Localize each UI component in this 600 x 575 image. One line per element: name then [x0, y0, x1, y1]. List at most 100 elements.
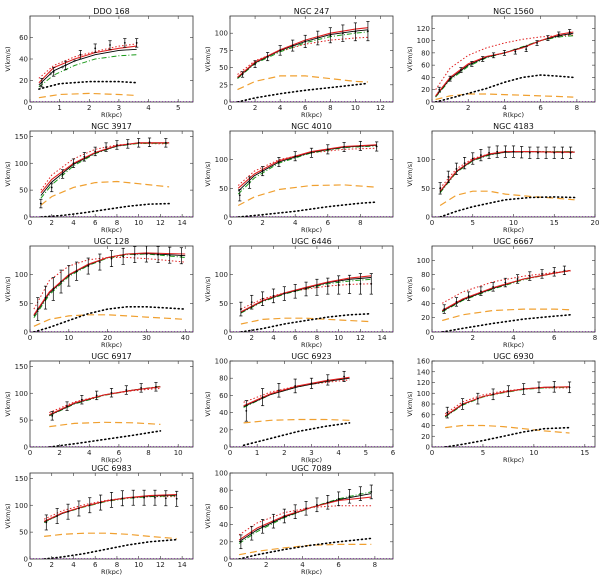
disk-component-line: [439, 190, 575, 207]
x-tick-label: 6: [391, 449, 396, 457]
x-tick-label: 2: [49, 219, 53, 227]
data-point: [78, 507, 80, 510]
data-point: [528, 275, 531, 277]
plot-frame: [29, 15, 194, 103]
y-tick-label: 50: [219, 185, 228, 193]
x-tick-label: 8: [593, 334, 597, 342]
y-tick-label: 100: [215, 358, 228, 366]
data-point: [512, 150, 515, 153]
x-tick-label: 10: [174, 449, 183, 457]
data-point: [261, 170, 264, 173]
data-point: [520, 151, 523, 154]
panel-title: NGC 4010: [291, 122, 332, 131]
y-tick-label: 100: [417, 390, 430, 398]
y-tick-label: 20: [219, 426, 228, 434]
x-tick-label: 10: [509, 219, 518, 227]
panel-title: NGC 1560: [493, 7, 534, 16]
data-point: [238, 194, 241, 197]
data-point: [326, 501, 329, 504]
data-point: [557, 33, 560, 36]
data-point: [67, 510, 69, 513]
disk-component-line: [237, 75, 368, 91]
data-point: [553, 151, 556, 154]
fit-green-line: [237, 145, 377, 195]
data-point: [370, 282, 373, 285]
x-tick-label: 15: [550, 219, 559, 227]
fit-black-line: [441, 269, 571, 312]
plot-frame: [431, 15, 596, 103]
y-tick-label: 20: [219, 538, 228, 546]
x-tick-label: 6: [336, 561, 341, 569]
data-point: [99, 501, 102, 504]
y-tick-label: 150: [15, 475, 28, 483]
data-point: [110, 498, 113, 501]
data-point: [266, 55, 269, 58]
data-point: [516, 278, 519, 280]
y-tick-label: 80: [421, 401, 430, 409]
data-point: [525, 48, 528, 51]
data-point: [175, 497, 178, 500]
data-point: [569, 151, 572, 154]
x-tick-label: 8: [328, 104, 332, 112]
y-tick-label: 50: [219, 300, 228, 308]
disk-component-line: [40, 180, 170, 206]
disk-component-line: [238, 543, 372, 556]
y-tick-label: 60: [421, 286, 430, 294]
x-tick-label: 0: [228, 334, 232, 342]
data-point: [105, 146, 107, 149]
y-tick-label: 100: [215, 470, 228, 478]
plot-frame: [229, 472, 394, 560]
y-tick-label: 120: [417, 379, 430, 387]
x-tick-label: 6: [117, 449, 122, 457]
x-tick-label: 3: [117, 104, 121, 112]
x-tick-label: 10: [134, 219, 143, 227]
gas-component-line: [237, 201, 378, 217]
y-tick-label: 20: [421, 433, 430, 441]
data-point: [132, 496, 135, 499]
plot-area: [432, 265, 595, 332]
x-tick-label: 14: [178, 561, 187, 569]
x-tick-label: 2: [466, 104, 470, 112]
x-tick-label: 15: [580, 449, 589, 457]
x-tick-label: 4: [293, 219, 298, 227]
y-tick-label: 80: [421, 49, 430, 57]
y-tick-label: 40: [219, 409, 228, 417]
data-point: [348, 495, 351, 498]
x-tick-label: 2: [264, 561, 268, 569]
x-tick-label: 2: [253, 104, 257, 112]
x-tick-label: 8: [358, 219, 362, 227]
fit-red-line: [441, 269, 571, 311]
data-point: [294, 385, 297, 387]
fit-black-line: [43, 494, 177, 523]
x-tick-label: 8: [115, 219, 119, 227]
data-point: [316, 37, 319, 39]
x-axis-label: R(kpc): [503, 111, 524, 119]
y-axis-label: V(km/s): [4, 46, 12, 71]
y-axis-label: V(km/s): [4, 161, 12, 186]
plot-area: [30, 246, 193, 332]
y-axis-label: V(km/s): [4, 391, 12, 416]
y-tick-label: 60: [219, 504, 228, 512]
x-tick-label: 2: [87, 104, 91, 112]
data-point: [261, 297, 264, 300]
data-point: [536, 42, 538, 44]
y-tick-label: 75: [219, 47, 228, 55]
y-tick-label: 40: [421, 422, 430, 430]
x-tick-label: 8: [315, 334, 319, 342]
x-tick-label: 0: [28, 561, 32, 569]
fit-red-line: [49, 386, 161, 416]
data-point: [359, 282, 362, 285]
x-axis-label: R(kpc): [503, 456, 524, 464]
data-point: [480, 154, 482, 156]
plot-area: [230, 21, 393, 102]
y-tick-label: 100: [215, 156, 228, 164]
x-tick-label: 12: [376, 104, 385, 112]
data-point: [488, 151, 490, 154]
y-tick-label: 150: [15, 133, 28, 141]
panel-title: UGC 128: [94, 237, 129, 246]
y-tick-label: 100: [15, 271, 28, 279]
fit-dotted-red-line: [38, 43, 137, 79]
